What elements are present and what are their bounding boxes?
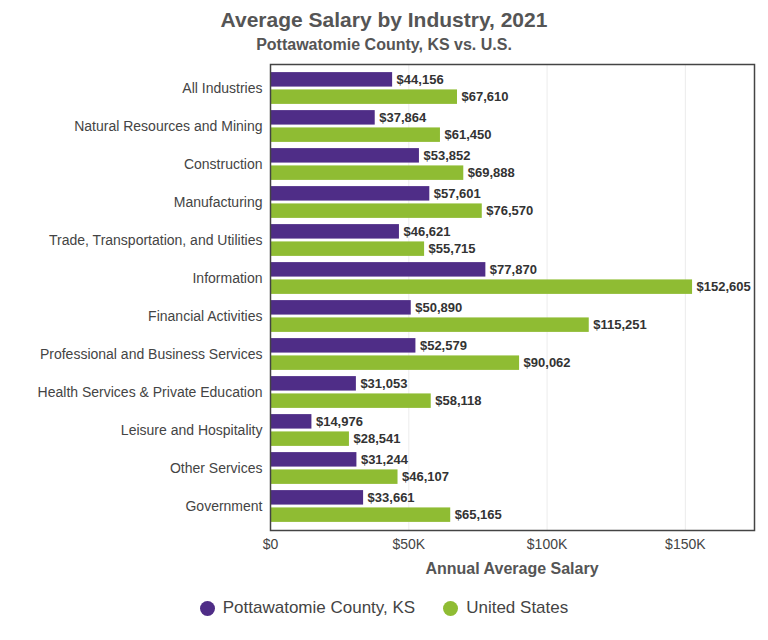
svg-text:Health Services & Private Educ: Health Services & Private Education <box>38 384 263 400</box>
svg-text:$115,251: $115,251 <box>593 317 647 332</box>
svg-text:$46,621: $46,621 <box>403 224 450 239</box>
svg-text:$33,661: $33,661 <box>368 490 415 505</box>
svg-text:$57,601: $57,601 <box>434 186 481 201</box>
svg-text:$100K: $100K <box>527 536 568 552</box>
svg-text:$31,053: $31,053 <box>360 376 407 391</box>
html-text:Annual Average Salary: Annual Average Salary <box>425 560 599 577</box>
svg-text:Trade, Transportation, and Uti: Trade, Transportation, and Utilities <box>49 232 262 248</box>
svg-text:$90,062: $90,062 <box>524 355 571 370</box>
html-text:United States: United States <box>466 598 569 617</box>
svg-text:$65,165: $65,165 <box>455 507 502 522</box>
svg-text:$31,244: $31,244 <box>361 452 409 467</box>
svg-text:$37,864: $37,864 <box>379 110 427 125</box>
svg-text:$52,579: $52,579 <box>420 338 467 353</box>
svg-text:$53,852: $53,852 <box>423 148 470 163</box>
svg-text:$0: $0 <box>263 536 279 552</box>
svg-text:$58,118: $58,118 <box>435 393 481 408</box>
svg-text:$14,976: $14,976 <box>316 414 363 429</box>
svg-text:$44,156: $44,156 <box>397 72 444 87</box>
svg-text:Information: Information <box>192 270 262 286</box>
svg-text:$50,890: $50,890 <box>415 300 462 315</box>
svg-text:All Industries: All Industries <box>182 80 262 96</box>
svg-text:Other Services: Other Services <box>170 460 263 476</box>
svg-text:$77,870: $77,870 <box>490 262 537 277</box>
svg-text:$76,570: $76,570 <box>486 203 533 218</box>
svg-text:Manufacturing: Manufacturing <box>174 194 263 210</box>
html-text:Pottawatomie County, KS: Pottawatomie County, KS <box>222 598 416 617</box>
svg-text:$61,450: $61,450 <box>444 127 491 142</box>
svg-text:$152,605: $152,605 <box>697 279 751 294</box>
svg-text:Natural Resources and Mining: Natural Resources and Mining <box>74 118 262 134</box>
svg-text:Leisure and Hospitality: Leisure and Hospitality <box>121 422 263 438</box>
html-text:Average Salary by Industry, 20: Average Salary by Industry, 2021 <box>220 8 548 31</box>
svg-text:$50K: $50K <box>392 536 425 552</box>
svg-text:$69,888: $69,888 <box>468 165 515 180</box>
svg-text:$67,610: $67,610 <box>461 89 508 104</box>
svg-text:Financial Activities: Financial Activities <box>148 308 262 324</box>
svg-text:Construction: Construction <box>184 156 263 172</box>
svg-text:$28,541: $28,541 <box>353 431 400 446</box>
html-text:Pottawatomie County, KS vs. U.: Pottawatomie County, KS vs. U.S. <box>256 36 512 53</box>
svg-text:$150K: $150K <box>665 536 706 552</box>
svg-text:Government: Government <box>185 498 262 514</box>
svg-text:$46,107: $46,107 <box>402 469 449 484</box>
svg-text:Professional and Business Serv: Professional and Business Services <box>40 346 263 362</box>
svg-text:$55,715: $55,715 <box>429 241 476 256</box>
